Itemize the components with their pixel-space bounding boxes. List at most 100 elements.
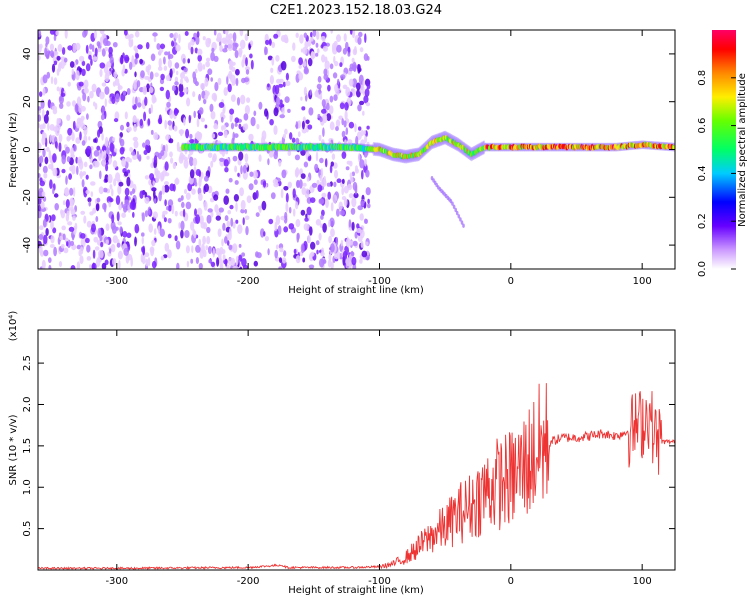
noise-blob bbox=[362, 80, 366, 86]
noise-blob bbox=[212, 247, 216, 258]
noise-blob bbox=[234, 165, 238, 173]
noise-blob bbox=[48, 149, 52, 160]
noise-blob bbox=[195, 35, 200, 45]
noise-blob bbox=[223, 87, 228, 96]
noise-blob bbox=[244, 209, 247, 214]
noise-blob bbox=[67, 221, 73, 226]
noise-blob bbox=[158, 114, 162, 124]
noise-blob bbox=[148, 86, 154, 94]
noise-blob bbox=[219, 44, 224, 53]
noise-blob bbox=[152, 32, 158, 37]
noise-blob bbox=[129, 61, 133, 70]
noise-blob bbox=[347, 183, 353, 191]
noise-blob bbox=[140, 253, 144, 263]
noise-blob bbox=[279, 99, 283, 105]
noise-blob bbox=[99, 91, 105, 100]
noise-blob bbox=[41, 191, 46, 197]
noise-blob bbox=[223, 130, 228, 139]
noise-blob bbox=[215, 248, 221, 255]
noise-blob bbox=[51, 214, 56, 222]
noise-blob bbox=[213, 55, 219, 63]
noise-blob bbox=[38, 55, 41, 61]
noise-blob bbox=[335, 236, 339, 247]
noise-blob bbox=[366, 141, 370, 147]
noise-blob bbox=[143, 150, 148, 155]
noise-blob bbox=[114, 77, 120, 86]
noise-blob bbox=[147, 118, 151, 126]
noise-blob bbox=[349, 176, 354, 183]
noise-blob bbox=[142, 142, 146, 148]
noise-blob bbox=[85, 237, 90, 244]
noise-blob bbox=[288, 223, 295, 230]
snr-background bbox=[38, 330, 675, 570]
noise-blob bbox=[85, 189, 90, 195]
noise-blob bbox=[213, 30, 217, 36]
noise-blob bbox=[178, 222, 181, 229]
noise-blob bbox=[219, 157, 225, 162]
noise-blob bbox=[206, 236, 211, 245]
noise-blob bbox=[171, 40, 175, 47]
noise-blob bbox=[245, 57, 248, 67]
noise-blob bbox=[42, 218, 47, 228]
noise-blob bbox=[238, 123, 242, 130]
noise-blob bbox=[310, 241, 316, 250]
noise-blob bbox=[105, 239, 110, 245]
noise-blob bbox=[318, 87, 322, 95]
noise-blob bbox=[310, 50, 315, 60]
noise-blob bbox=[54, 203, 59, 211]
noise-blob bbox=[316, 179, 320, 185]
noise-blob bbox=[334, 83, 339, 93]
noise-blob bbox=[50, 235, 55, 244]
noise-blob bbox=[315, 52, 319, 57]
noise-blob bbox=[271, 57, 275, 66]
noise-blob bbox=[43, 114, 49, 124]
noise-blob bbox=[112, 258, 117, 266]
noise-blob bbox=[153, 132, 159, 141]
noise-blob bbox=[202, 64, 206, 70]
x-tick-label: -300 bbox=[105, 276, 128, 287]
noise-blob bbox=[114, 148, 118, 153]
noise-blob bbox=[141, 232, 145, 237]
noise-blob bbox=[275, 96, 281, 106]
noise-blob bbox=[183, 159, 189, 169]
noise-blob bbox=[89, 164, 93, 170]
noise-blob bbox=[284, 211, 288, 221]
noise-blob bbox=[149, 71, 154, 80]
noise-blob bbox=[348, 121, 355, 129]
noise-blob bbox=[267, 248, 270, 256]
noise-blob bbox=[52, 187, 55, 195]
noise-blob bbox=[241, 252, 246, 257]
noise-blob bbox=[149, 173, 155, 181]
noise-blob bbox=[321, 99, 326, 108]
noise-blob bbox=[153, 36, 157, 43]
noise-blob bbox=[182, 208, 186, 218]
noise-blob bbox=[189, 139, 195, 144]
noise-blob bbox=[100, 241, 104, 248]
noise-blob bbox=[38, 234, 44, 240]
noise-blob bbox=[323, 74, 329, 81]
noise-blob bbox=[301, 187, 307, 195]
noise-blob bbox=[289, 132, 293, 140]
noise-blob bbox=[358, 31, 363, 38]
noise-blob bbox=[185, 201, 192, 210]
noise-blob bbox=[94, 102, 98, 110]
noise-blob bbox=[294, 201, 299, 210]
noise-blob bbox=[208, 259, 212, 264]
noise-blob bbox=[145, 258, 149, 267]
noise-blob bbox=[90, 181, 96, 186]
noise-blob bbox=[269, 75, 274, 85]
noise-blob bbox=[357, 152, 361, 163]
noise-blob bbox=[305, 119, 310, 125]
noise-blob bbox=[307, 235, 311, 244]
x-tick-label: 100 bbox=[633, 576, 652, 587]
colorbar-ticks: 0.0 0.2 0.4 0.6 0.8 bbox=[697, 70, 736, 277]
noise-blob bbox=[99, 69, 103, 77]
y-tick-label: 2.5 bbox=[22, 355, 33, 371]
noise-blob bbox=[244, 33, 249, 41]
noise-blob bbox=[96, 257, 101, 268]
noise-blob bbox=[152, 180, 156, 186]
noise-blob bbox=[322, 113, 328, 124]
noise-blob bbox=[321, 247, 324, 253]
noise-blob bbox=[109, 248, 112, 254]
noise-blob bbox=[184, 230, 190, 238]
